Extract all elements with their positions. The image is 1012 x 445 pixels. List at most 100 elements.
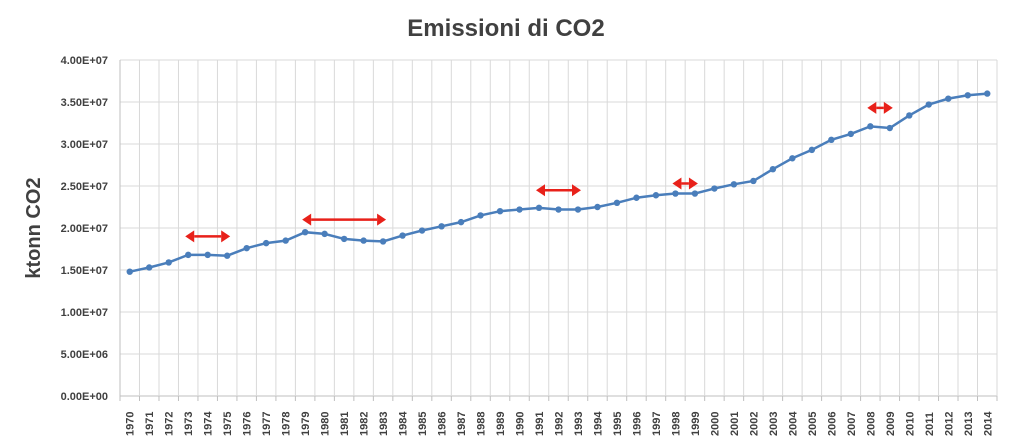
x-tick-label: 2004 — [787, 411, 799, 436]
x-tick-label: 2013 — [963, 412, 975, 436]
x-tick-label: 1990 — [515, 412, 527, 436]
arrow-head-right — [883, 101, 893, 114]
data-point — [964, 92, 971, 99]
x-tick-label: 1985 — [417, 412, 429, 436]
annotations — [185, 101, 893, 243]
data-point — [672, 190, 679, 197]
data-point — [613, 199, 621, 206]
double-arrow-annotation — [536, 184, 581, 197]
chart-title: Emissioni di CO2 — [407, 15, 604, 42]
x-tick-label: 1974 — [203, 411, 215, 436]
x-tick-label: 1995 — [612, 412, 624, 436]
data-point — [262, 239, 270, 247]
x-tick-label: 2005 — [807, 412, 819, 436]
x-tick-label: 1998 — [670, 412, 682, 436]
x-tick-label: 2011 — [924, 412, 936, 436]
data-point — [769, 166, 777, 173]
data-point — [691, 190, 699, 197]
y-tick-label: 1.00E+07 — [61, 307, 108, 319]
x-tick-label: 1971 — [144, 412, 156, 436]
data-point — [418, 227, 426, 234]
data-point — [438, 223, 445, 230]
x-tick-label: 2007 — [846, 412, 858, 436]
y-axis-label: ktonn CO2 — [23, 177, 45, 278]
double-arrow-annotation — [867, 101, 893, 114]
arrow-head-right — [377, 213, 387, 226]
x-tick-label: 1991 — [534, 412, 546, 436]
x-tick-label: 1979 — [300, 412, 312, 436]
data-point — [594, 203, 601, 211]
x-tick-label: 1987 — [456, 412, 468, 436]
arrow-head-left — [302, 213, 312, 226]
x-tick-label: 2001 — [729, 412, 741, 436]
arrow-head-right — [688, 177, 698, 190]
double-arrow-annotation — [302, 213, 387, 226]
x-tick-label: 1983 — [378, 412, 390, 436]
x-tick-label: 2006 — [826, 412, 838, 436]
x-tick-label: 1993 — [573, 412, 585, 436]
x-tick-label: 1986 — [437, 412, 449, 436]
x-tick-label: 1999 — [690, 412, 702, 436]
data-point — [633, 194, 640, 201]
x-tick-label: 2000 — [709, 412, 721, 436]
data-point — [516, 206, 523, 213]
data-point — [984, 90, 991, 97]
y-tick-label: 1.50E+07 — [61, 265, 108, 277]
data-point — [282, 237, 289, 244]
x-tick-label: 1976 — [242, 412, 254, 436]
x-tick-label: 2008 — [865, 412, 877, 436]
arrow-head-right — [571, 184, 581, 197]
data-point — [477, 212, 484, 219]
data-point — [574, 206, 582, 213]
x-tick-label: 2009 — [885, 412, 897, 436]
series-line — [129, 92, 988, 273]
series — [126, 90, 991, 275]
x-axis-ticks: 1970 1971 1972 1973 1974 1975 1976 1977 1978 1979… — [125, 411, 995, 436]
x-tick-label: 2002 — [748, 412, 760, 436]
y-tick-label: 2.50E+07 — [61, 181, 108, 193]
data-point — [555, 206, 562, 213]
data-point — [340, 235, 348, 243]
arrow-head-left — [672, 177, 682, 190]
arrow-head-right — [221, 230, 231, 243]
data-point — [165, 259, 172, 266]
data-point — [457, 218, 465, 226]
x-tick-label: 1972 — [164, 412, 176, 436]
data-point — [301, 229, 309, 236]
data-point — [925, 101, 932, 108]
x-tick-label: 1981 — [339, 412, 351, 436]
x-tick-label: 1992 — [554, 412, 566, 436]
x-tick-label: 1975 — [222, 412, 234, 436]
data-point — [126, 268, 133, 275]
double-arrow-annotation — [672, 177, 698, 190]
y-tick-label: 5.00E+06 — [61, 349, 108, 361]
grid — [119, 59, 998, 401]
arrow-head-left — [536, 184, 546, 197]
data-point — [847, 130, 855, 138]
x-tick-label: 2014 — [982, 411, 994, 436]
x-tick-label: 1994 — [592, 411, 604, 436]
data-point — [886, 124, 894, 132]
x-tick-label: 1977 — [261, 412, 273, 436]
x-tick-label: 1973 — [183, 412, 195, 436]
x-tick-label: 1997 — [651, 412, 663, 436]
x-tick-label: 2012 — [943, 412, 955, 436]
x-tick-label: 2003 — [768, 412, 780, 436]
data-point — [146, 264, 153, 271]
x-tick-label: 2010 — [904, 412, 916, 436]
y-tick-label: 0.00E+00 — [61, 391, 108, 403]
data-point — [867, 123, 874, 130]
data-point — [204, 251, 211, 259]
x-tick-label: 1970 — [125, 412, 137, 436]
data-point — [223, 252, 231, 259]
double-arrow-annotation — [185, 230, 231, 243]
y-tick-label: 4.00E+07 — [61, 55, 108, 67]
x-tick-label: 1980 — [320, 412, 332, 436]
x-tick-label: 1996 — [631, 412, 643, 436]
x-tick-label: 1989 — [495, 412, 507, 436]
y-tick-label: 3.50E+07 — [61, 97, 108, 109]
x-tick-label: 1988 — [476, 412, 488, 436]
data-point — [321, 230, 328, 238]
data-point — [828, 136, 835, 143]
